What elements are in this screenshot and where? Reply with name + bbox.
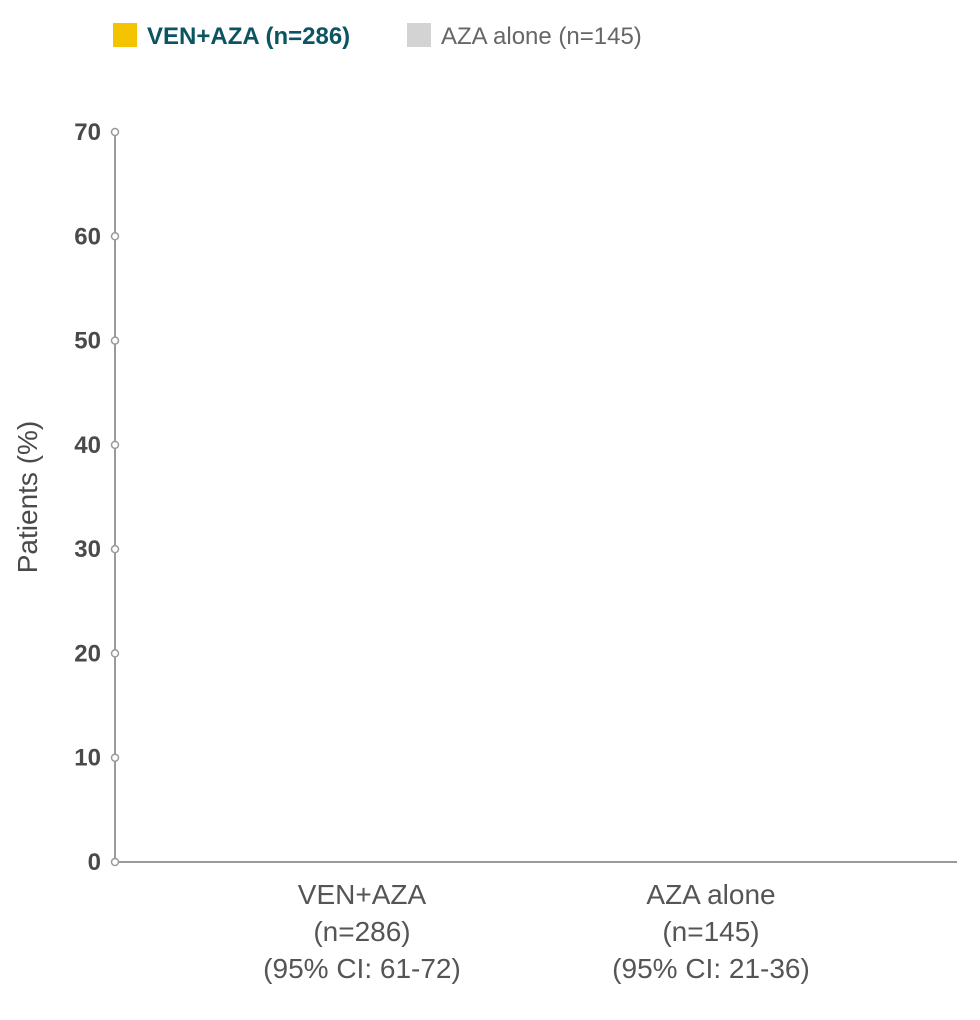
- y-tick-label-60: 60: [74, 223, 101, 250]
- legend-swatch-aza-alone: [407, 23, 431, 47]
- y-tick-label-40: 40: [74, 432, 101, 459]
- legend-swatch-ven-aza: [113, 23, 137, 47]
- x-category-label-1-line-1: (n=145): [662, 916, 759, 947]
- y-tick-marker-30: [110, 544, 120, 554]
- y-axis-title: Patients (%): [12, 421, 43, 574]
- x-axis-category-labels: VEN+AZA (n=286) (95% CI: 61-72) AZA alone (n…: [263, 879, 810, 984]
- legend-label-aza-alone: AZA alone (n=145): [441, 23, 642, 50]
- x-category-label-0-line-2: (95% CI: 61-72): [263, 953, 461, 984]
- y-tick-marker-0: [110, 857, 120, 867]
- y-tick-label-50: 50: [74, 328, 101, 355]
- y-tick-label-30: 30: [74, 536, 101, 563]
- y-axis-ticks: 0 10 20 30 40 50 60 70: [74, 119, 120, 876]
- y-tick-marker-40: [110, 440, 120, 450]
- y-tick-marker-60: [110, 232, 120, 241]
- y-tick-label-70: 70: [74, 119, 101, 146]
- y-tick-marker-50: [110, 336, 120, 345]
- y-tick-label-20: 20: [74, 640, 101, 667]
- y-tick-label-10: 10: [74, 745, 101, 772]
- x-category-label-1-line-0: AZA alone: [646, 879, 775, 910]
- y-tick-label-0: 0: [88, 849, 101, 876]
- y-tick-marker-10: [110, 753, 120, 762]
- x-category-label-1-line-2: (95% CI: 21-36): [612, 953, 810, 984]
- y-tick-marker-70: [110, 127, 120, 137]
- x-category-label-0-line-1: (n=286): [313, 916, 410, 947]
- y-tick-marker-20: [110, 649, 120, 658]
- x-category-label-0-line-0: VEN+AZA: [298, 879, 427, 910]
- legend: VEN+AZA (n=286) AZA alone (n=145): [113, 23, 642, 50]
- legend-label-ven-aza: VEN+AZA (n=286): [147, 23, 350, 50]
